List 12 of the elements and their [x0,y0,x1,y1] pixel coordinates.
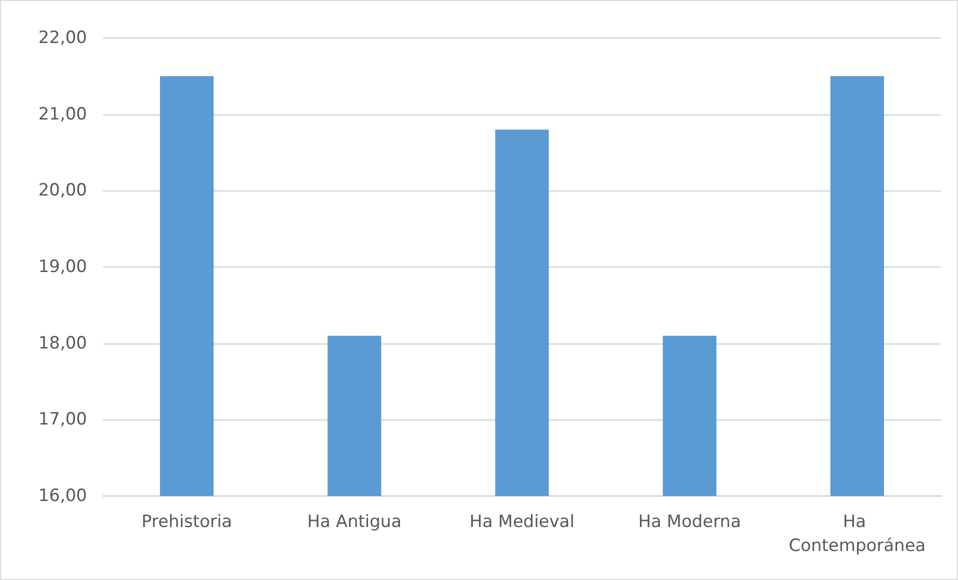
y-tick-label: 22,00 [38,28,87,48]
y-tick-label: 17,00 [38,410,87,430]
x-tick-label: Prehistoria [142,512,232,532]
y-tick-label: 18,00 [38,333,87,354]
x-tick-label: Ha Medieval [470,512,574,532]
x-tick-label: Ha Contemporánea [788,512,926,556]
y-tick-label: 19,00 [38,257,87,277]
y-tick-label: 21,00 [38,104,87,124]
x-tick-label: Ha Antigua [307,512,402,532]
y-tick-label: 16,00 [38,486,87,506]
x-tick-label: Ha Moderna [638,512,742,532]
y-tick-label: 20,00 [38,180,87,201]
